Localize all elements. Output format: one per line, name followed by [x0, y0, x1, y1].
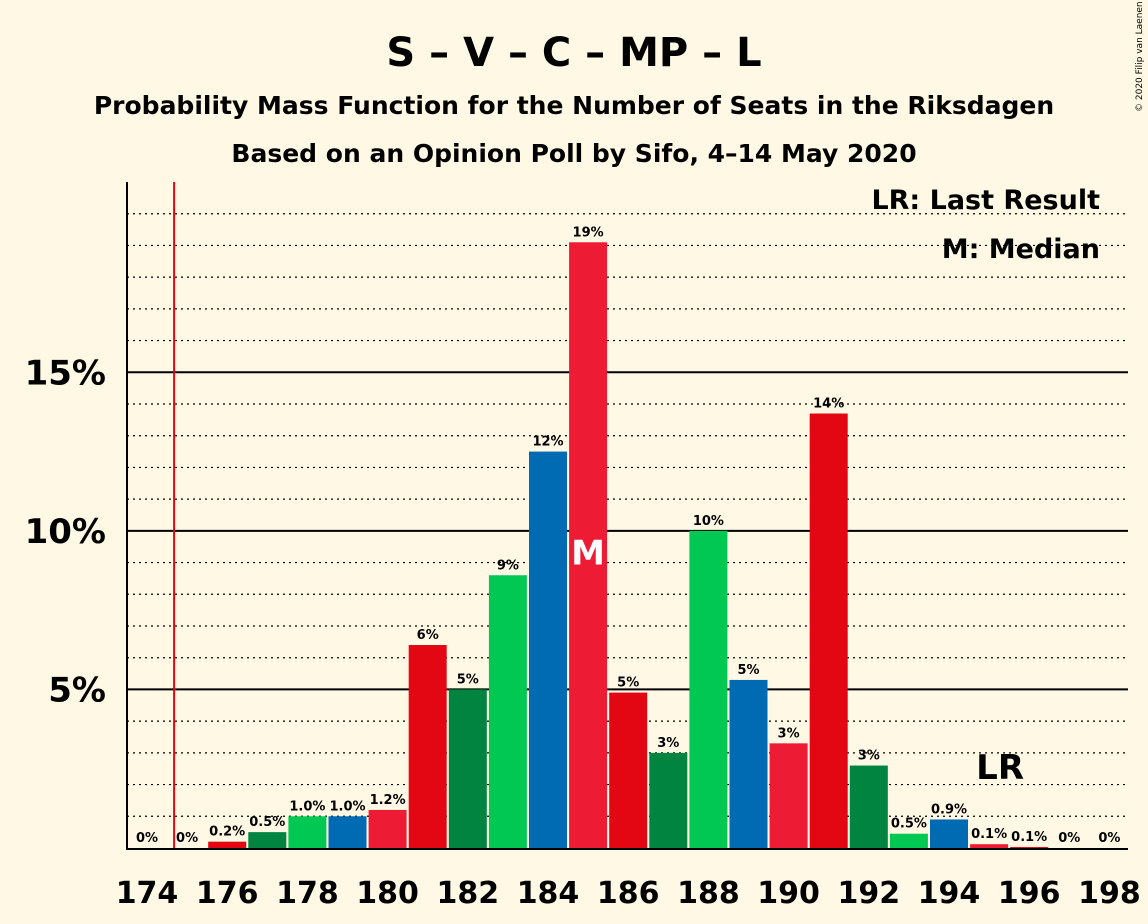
legend-last-result: LR: Last Result: [871, 185, 1100, 216]
bars-group: [208, 242, 1049, 848]
bar-seat-193: [889, 833, 928, 848]
bar-label-seat-176: 0.2%: [209, 825, 245, 840]
y-tick-label: 5%: [48, 670, 106, 710]
bar-label-seat-189: 5%: [737, 663, 759, 678]
bar-label-seat-177: 0.5%: [249, 815, 285, 830]
chart-subtitle-1: Probability Mass Function for the Number…: [94, 91, 1054, 120]
x-tick-label: 188: [677, 876, 740, 911]
bar-label-seat-186: 5%: [617, 676, 639, 691]
legend-median: M: Median: [942, 234, 1100, 265]
x-tick-label: 198: [1078, 876, 1141, 911]
chart-title: S – V – C – MP – L: [386, 30, 761, 76]
bar-label-seat-198: 0%: [1098, 831, 1120, 846]
bar-seat-192: [849, 765, 888, 848]
y-tick-label: 15%: [25, 353, 106, 393]
bar-seat-190: [769, 743, 808, 848]
bar-label-seat-188: 10%: [693, 514, 724, 529]
median-marker: M: [571, 533, 605, 573]
bar-label-seat-174: 0%: [136, 831, 158, 846]
bar-seat-195: [970, 844, 1009, 848]
x-tick-label: 192: [837, 876, 900, 911]
bar-seat-187: [649, 752, 688, 848]
x-tick-label: 190: [757, 876, 820, 911]
bar-seat-185: [569, 242, 608, 848]
bar-seat-196: [1010, 847, 1049, 848]
last-result-marker: LR: [976, 748, 1024, 788]
bar-seat-180: [368, 809, 407, 848]
x-tick-label: 186: [597, 876, 660, 911]
bar-seat-177: [248, 832, 287, 848]
x-tick-label: 182: [436, 876, 499, 911]
bar-label-seat-180: 1.2%: [370, 793, 406, 808]
bar-label-seat-178: 1.0%: [289, 799, 325, 814]
x-tick-label: 180: [356, 876, 419, 911]
bar-seat-176: [208, 841, 247, 848]
bar-seat-188: [689, 530, 728, 848]
x-tick-label: 178: [276, 876, 339, 911]
bar-label-seat-195: 0.1%: [971, 827, 1007, 842]
x-tick-label: 176: [196, 876, 259, 911]
bar-seat-191: [809, 413, 848, 848]
bar-label-seat-192: 3%: [858, 749, 880, 764]
bar-seat-183: [488, 575, 527, 848]
bar-label-seat-185: 19%: [573, 225, 604, 240]
bar-seat-179: [328, 816, 367, 848]
bar-seat-189: [729, 679, 768, 848]
bar-seat-184: [529, 451, 567, 848]
bar-seat-178: [288, 816, 327, 848]
bar-seat-194: [930, 819, 968, 848]
bar-label-seat-191: 14%: [813, 397, 844, 412]
bar-seat-181: [408, 645, 447, 848]
x-tick-label: 174: [116, 876, 179, 911]
y-tick-label: 10%: [25, 512, 106, 552]
x-tick-label: 196: [998, 876, 1061, 911]
x-tick-label: 184: [517, 876, 580, 911]
bar-labels-group: 0% 0% 0.2% 0.5% 1.0% 1.0% 1.2% 6% 5% 9% 12% 19% 5% 3%…: [136, 225, 1120, 846]
tick-labels-group: 5% 10% 15% 174 176 178 180 182 184 186 188 190 192 19…: [25, 353, 1141, 911]
bar-seat-182: [448, 689, 487, 848]
bar-label-seat-184: 12%: [532, 435, 563, 450]
bar-label-seat-183: 9%: [497, 558, 519, 573]
bar-seat-186: [609, 692, 648, 848]
bar-label-seat-190: 3%: [778, 726, 800, 741]
chart-subtitle-2: Based on an Opinion Poll by Sifo, 4–14 M…: [231, 139, 916, 168]
bar-label-seat-179: 1.0%: [329, 799, 365, 814]
bar-label-seat-187: 3%: [657, 736, 679, 751]
markers-group: M LR: [173, 182, 1024, 848]
bar-label-seat-196: 0.1%: [1011, 830, 1047, 845]
x-tick-label: 194: [918, 876, 981, 911]
bar-label-seat-181: 6%: [417, 628, 439, 643]
grid-lines: [127, 213, 1128, 817]
bar-label-seat-194: 0.9%: [931, 802, 967, 817]
bar-label-seat-182: 5%: [457, 672, 479, 687]
bar-label-seat-193: 0.5%: [891, 817, 927, 832]
bar-label-seat-175: 0%: [176, 831, 198, 846]
copyright-notice: © 2020 Filip van Laenen: [1135, 1, 1145, 112]
bar-label-seat-197: 0%: [1058, 831, 1080, 846]
